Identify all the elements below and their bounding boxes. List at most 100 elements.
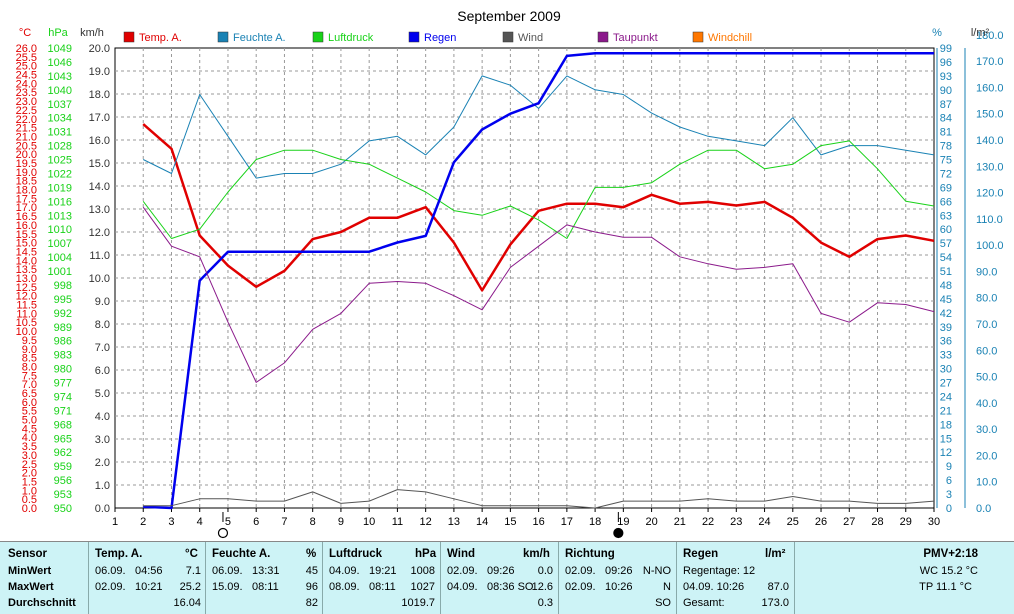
legend-swatch	[597, 31, 609, 43]
temp-header: Temp. A.	[95, 548, 143, 560]
temp-axis-tick-label: 17.0	[16, 202, 37, 214]
wind-unit-label: km/h	[80, 27, 104, 39]
temp-block: Temp. A. °C 06.09. 04:56 7.1 02.09. 10:2…	[89, 542, 205, 614]
wind-header: Wind	[447, 548, 475, 560]
temp-axis-tick-label: 19.5	[16, 158, 37, 170]
temp-axis-tick-label: 14.0	[16, 255, 37, 267]
temp-axis-tick-label: 11.5	[16, 300, 37, 312]
humidity-axis-tick-label: 3	[946, 489, 952, 501]
wind-axis-tick-label: 20.0	[89, 43, 110, 55]
temp-axis-tick-label: 22.5	[16, 105, 37, 117]
x-tick-label: 21	[674, 516, 686, 528]
series-line-feuchte-a	[142, 75, 935, 179]
luftdruck-unit: hPa	[415, 548, 437, 560]
feuchte-max-date: 15.09.	[212, 581, 243, 593]
wind-axis-tick-label: 2.0	[95, 457, 110, 469]
legend-label: Taupunkt	[613, 32, 658, 44]
wind-avg-value: 0.3	[537, 597, 553, 609]
humidity-axis-tick-label: 51	[940, 266, 952, 278]
x-tick-label: 13	[448, 516, 460, 528]
temp-axis-tick-label: 16.5	[16, 211, 37, 223]
legend-swatch	[123, 31, 135, 43]
richtung-avg-value: SO	[655, 597, 671, 609]
x-tick-label: 27	[843, 516, 855, 528]
regen-header: Regen	[683, 548, 719, 560]
pressure-axis-tick-label: 1031	[48, 127, 72, 139]
pressure-axis-tick-label: 998	[54, 280, 72, 292]
humidity-axis-tick-label: 42	[940, 308, 952, 320]
rain-axis-tick-label: 180.0	[976, 30, 1004, 42]
temp-axis-tick-label: 0.0	[22, 503, 37, 515]
x-tick-label: 28	[871, 516, 883, 528]
wind-axis-tick-label: 7.0	[95, 342, 110, 354]
regen-max-datetime: 04.09. 10:26	[683, 581, 745, 593]
temp-axis-tick-label: 23.5	[16, 87, 37, 99]
richtung-min-date: 02.09.	[565, 565, 596, 577]
wind-max-time: 08:36 SO	[487, 581, 534, 593]
humidity-axis-tick-label: 48	[940, 280, 952, 292]
humidity-axis-tick-label: 87	[940, 99, 952, 111]
rain-axis-tick-label: 20.0	[976, 450, 997, 462]
humidity-axis-tick-label: 75	[940, 155, 952, 167]
wind-axis-tick-label: 16.0	[89, 135, 110, 147]
temp-axis-tick-label: 22.0	[16, 114, 37, 126]
wind-axis-tick-label: 19.0	[89, 66, 110, 78]
rain-axis-tick-label: 140.0	[976, 135, 1004, 147]
pressure-axis-tick-label: 1040	[48, 85, 72, 97]
luftdruck-max-date: 08.09.	[329, 581, 360, 593]
pressure-axis-tick-label: 980	[54, 364, 72, 376]
x-tick-label: 10	[363, 516, 375, 528]
summary-panel: Sensor MinWert MaxWert Durchschnitt Temp…	[0, 541, 1014, 614]
x-tick-label: 11	[392, 516, 403, 528]
temp-axis-tick-label: 21.5	[16, 123, 37, 135]
feuchte-min-date: 06.09.	[212, 565, 243, 577]
humidity-axis-tick-label: 69	[940, 182, 952, 194]
temp-max-date: 02.09.	[95, 581, 126, 593]
temp-axis-tick-label: 2.5	[22, 459, 37, 471]
x-tick-label: 26	[815, 516, 827, 528]
humidity-axis-tick-label: 99	[940, 43, 952, 55]
x-tick-label: 4	[197, 516, 203, 528]
x-tick-label: 23	[730, 516, 742, 528]
wind-axis-tick-label: 14.0	[89, 181, 110, 193]
legend-swatch	[217, 31, 229, 43]
wind-axis-tick-label: 12.0	[89, 227, 110, 239]
temp-max-time: 10:21	[135, 581, 163, 593]
humidity-axis-tick-label: 81	[940, 127, 952, 139]
x-tick-label: 17	[561, 516, 573, 528]
series-line-wind	[143, 489, 935, 509]
temp-min-time: 04:56	[135, 565, 163, 577]
wind-axis-tick-label: 13.0	[89, 204, 110, 216]
pmv-header: PMV+2:18	[923, 548, 978, 560]
temp-axis-tick-label: 16.0	[16, 220, 37, 232]
temp-min-value: 7.1	[185, 565, 201, 577]
x-tick-label: 16	[532, 516, 544, 528]
temp-axis-tick-label: 25.5	[16, 52, 37, 64]
humidity-axis-tick-label: 0	[946, 503, 952, 515]
temp-axis-tick-label: 20.5	[16, 140, 37, 152]
x-tick-label: 20	[645, 516, 657, 528]
axes: 1 2 3 4 5 6 7 8 9 10 11 12 13 14 15 16 17 18 19 20 21 22 23 24 2…	[16, 27, 1004, 528]
pressure-axis-tick-label: 971	[54, 405, 72, 417]
temp-axis-tick-label: 13.5	[16, 264, 37, 276]
temp-axis-tick-label: 9.0	[22, 344, 37, 356]
pressure-axis-tick-label: 992	[54, 308, 72, 320]
rain-axis-tick-label: 150.0	[976, 109, 1004, 121]
temp-axis-tick-label: 10.5	[16, 317, 37, 329]
temp-max-value: 25.2	[179, 581, 201, 593]
rain-axis-tick-label: 120.0	[976, 188, 1004, 200]
pmv-taupunkt: TP 11.1 °C	[919, 581, 972, 593]
luftdruck-min-time: 19:21	[369, 565, 397, 577]
richtung-min-value: N-NO	[642, 565, 671, 577]
rain-axis-tick-label: 160.0	[976, 82, 1004, 94]
temp-axis-tick-label: 12.0	[16, 291, 37, 303]
pressure-axis-tick-label: 1046	[48, 57, 72, 69]
richtung-max-value: N	[663, 581, 671, 593]
regen-gesamt-value: 173.0	[761, 597, 789, 609]
temp-axis-tick-label: 25.0	[16, 61, 37, 73]
x-tick-label: 1	[112, 516, 118, 528]
series-lines	[142, 52, 935, 510]
legend-label: Windchill	[708, 32, 752, 44]
feuchte-max-time: 08:11	[252, 581, 279, 593]
humidity-axis-tick-label: 6	[946, 475, 952, 487]
